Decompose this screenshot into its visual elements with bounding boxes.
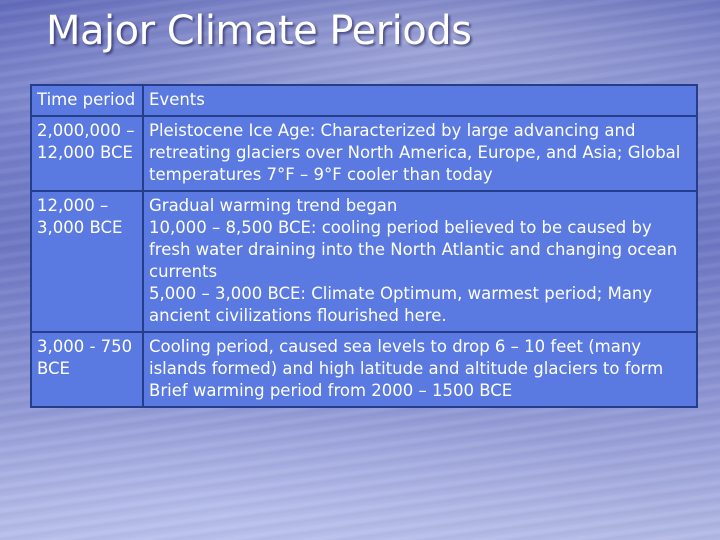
event-text: Brief warming period from 2000 – 1500 BC… [149,381,513,400]
table-row: 2,000,000 – 12,000 BCE Pleistocene Ice A… [32,117,696,190]
event-text: Pleistocene Ice Age: Characterized by la… [149,121,681,184]
row-period: 12,000 – 3,000 BCE [32,192,142,331]
row-period: 3,000 - 750 BCE [32,333,142,406]
header-events: Events [144,86,696,115]
table-row: 12,000 – 3,000 BCE Gradual warming trend… [32,192,696,331]
event-text: Cooling period, caused sea levels to dro… [149,337,664,378]
climate-periods-table: Time period Events 2,000,000 – 12,000 BC… [30,84,698,408]
event-text: Gradual warming trend began [149,196,398,215]
event-text: 10,000 – 8,500 BCE: cooling period belie… [149,218,678,281]
table-row: 3,000 - 750 BCE Cooling period, caused s… [32,333,696,406]
row-events: Pleistocene Ice Age: Characterized by la… [144,117,696,190]
slide-title: Major Climate Periods [46,8,472,54]
header-time-period: Time period [32,86,142,115]
table-header-row: Time period Events [32,86,696,115]
row-events: Gradual warming trend began 10,000 – 8,5… [144,192,696,331]
row-period: 2,000,000 – 12,000 BCE [32,117,142,190]
event-text: 5,000 – 3,000 BCE: Climate Optimum, warm… [149,284,653,325]
row-events: Cooling period, caused sea levels to dro… [144,333,696,406]
